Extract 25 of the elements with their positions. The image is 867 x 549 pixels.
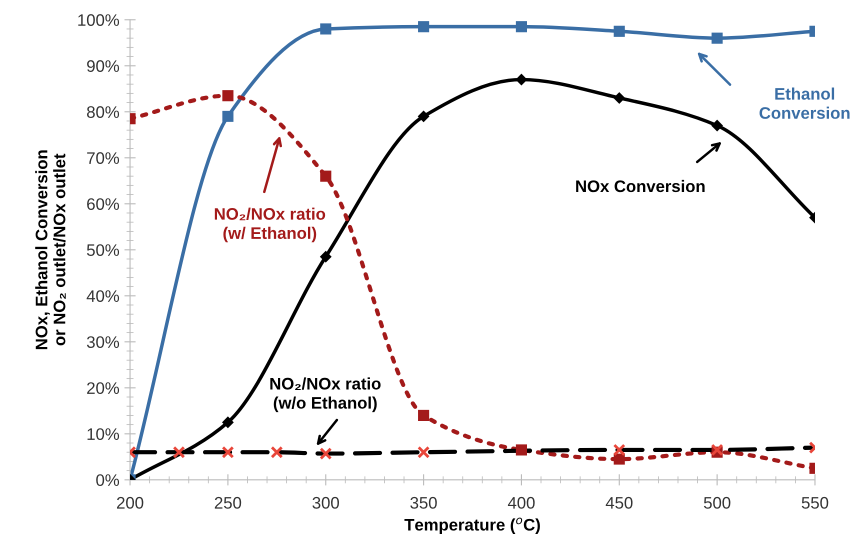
y-tick-label: 60% — [87, 198, 120, 210]
y-tick-label: 10% — [88, 428, 120, 440]
x-tick-label: 450 — [606, 496, 633, 509]
x-tick-label: 200 — [116, 496, 144, 509]
y-tick-label: 70% — [87, 152, 120, 164]
y-tick-label: 90% — [87, 60, 120, 72]
x-tick-label: 500 — [704, 496, 730, 509]
annotation: NOx Conversion — [576, 180, 705, 192]
annotation: NO₂/NOx ratio (w/o Ethanol) — [270, 377, 381, 412]
x-tick-label: 550 — [802, 496, 828, 509]
y-tick-label: 80% — [87, 106, 120, 118]
annotation: NO₂/NOx ratio (w/ Ethanol) — [214, 208, 326, 242]
y-tick-label: 40% — [86, 290, 120, 302]
x-tick-label: 350 — [410, 496, 437, 509]
y-tick-label: 50% — [86, 244, 120, 256]
x-tick-label: 400 — [508, 496, 535, 509]
x-tick-label: 250 — [214, 496, 242, 509]
y-tick-label: 30% — [86, 336, 120, 348]
y-tick-label: 20% — [87, 382, 120, 394]
x-axis-title: Temperature ($^{o}$C) — [404, 518, 540, 534]
y-tick-label: 100% — [78, 14, 120, 26]
y-axis-title: NOx, Ethanol Conversion or NO₂ outlet/NOx outlet — [35, 150, 66, 350]
y-tick-label: 0% — [96, 474, 120, 486]
x-tick-label: 300 — [312, 496, 339, 509]
annotation: Ethanol Conversion — [760, 88, 850, 119]
